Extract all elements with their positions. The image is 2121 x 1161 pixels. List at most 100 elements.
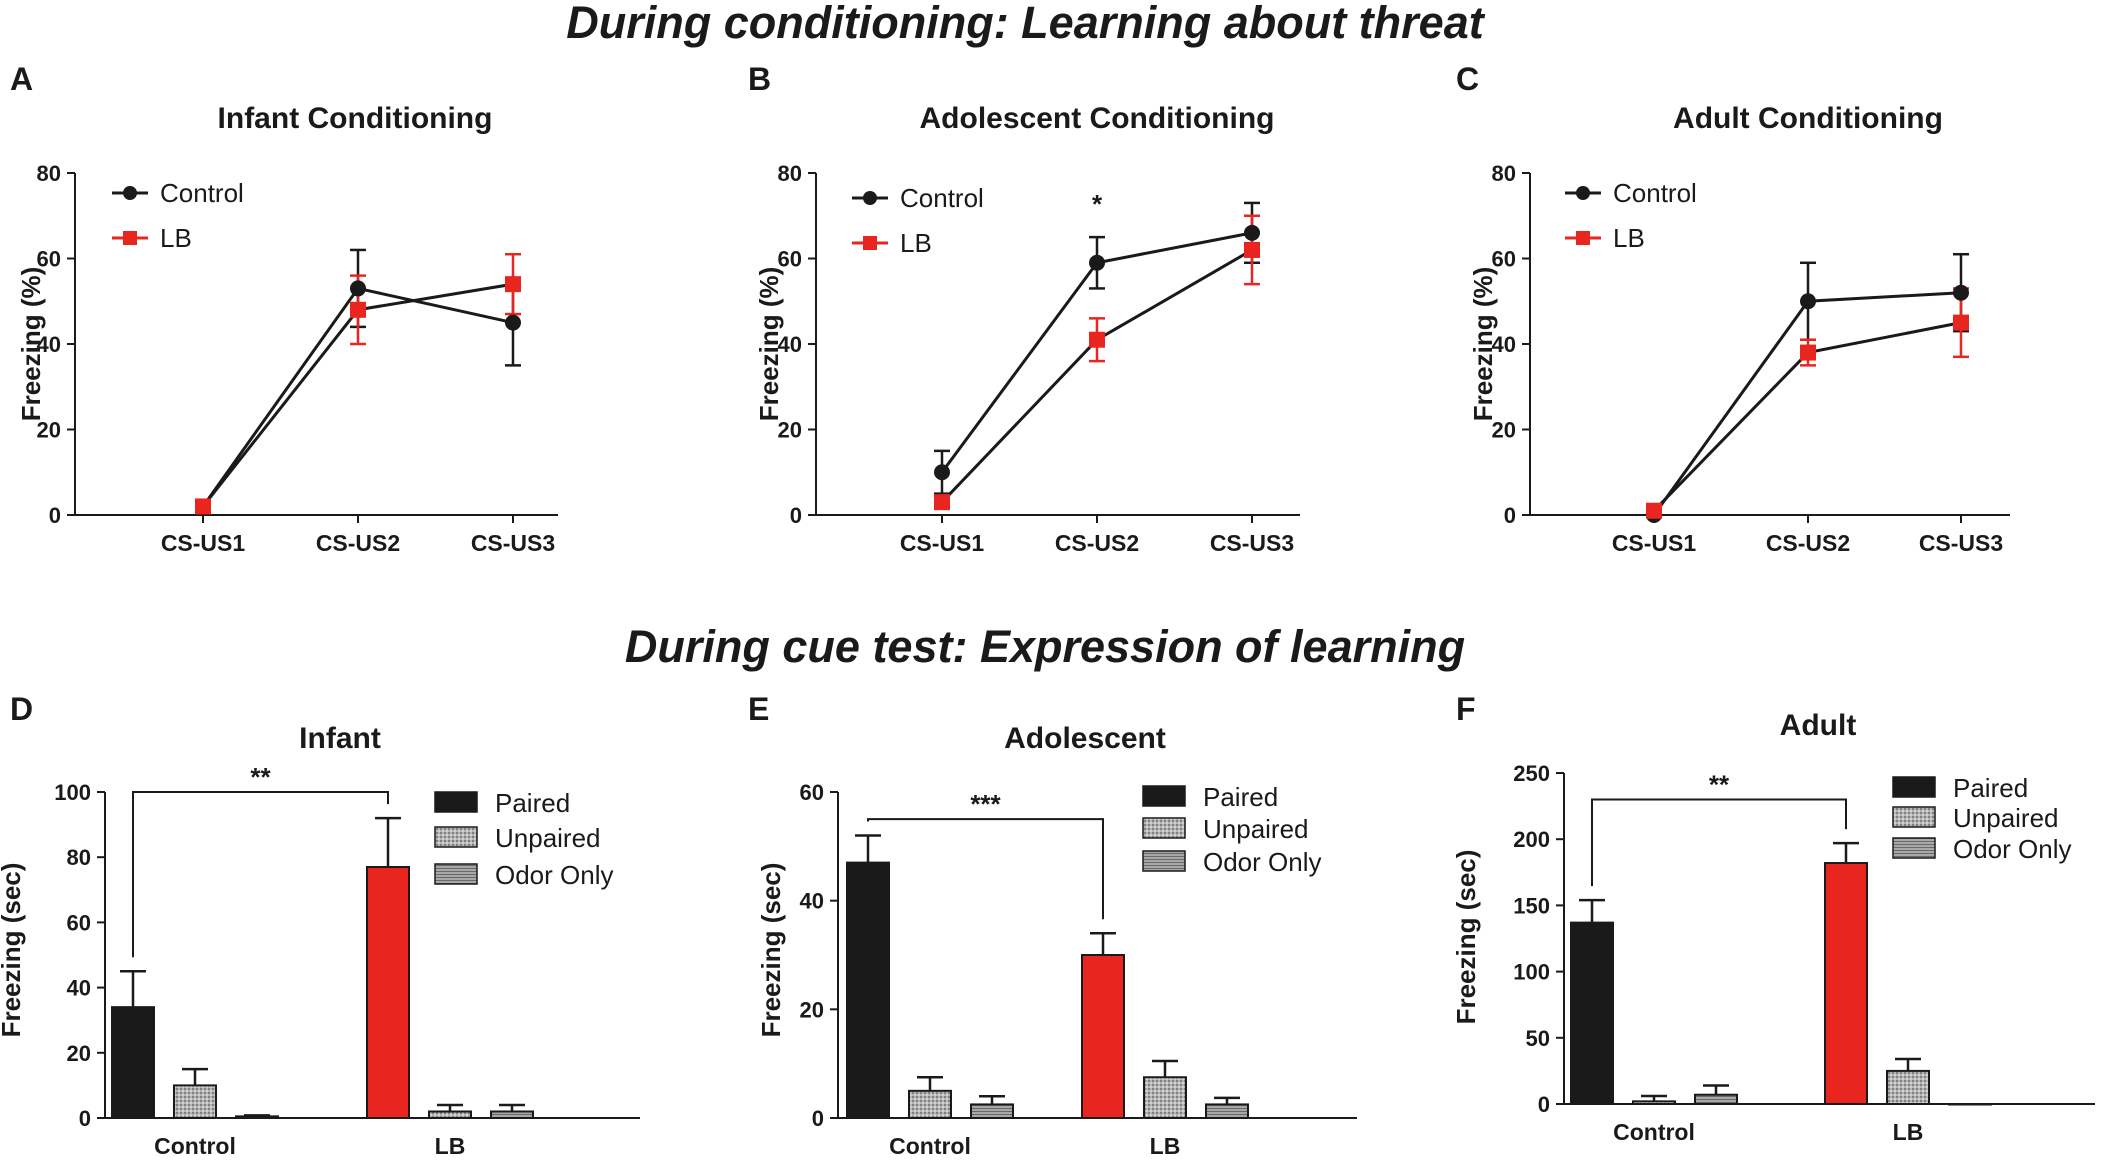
line-chart-B: 0 20 40 60 80 Freezing (%) B Adolescent Conditi… [748,61,1300,556]
legend-swatch-odor-only [1142,850,1186,872]
y-tick-label: 40 [37,332,61,357]
legend-label-control: Control [900,183,984,213]
panel-letter: A [10,61,33,97]
y-tick-label: 250 [1513,761,1550,786]
x-tick-label: LB [1150,1133,1181,1159]
data-point-lb [1646,502,1662,519]
data-point-lb [934,494,950,511]
y-tick-label: 40 [1492,332,1516,357]
legend-swatch-unpaired [1142,817,1186,839]
x-tick-label: CS-US1 [161,530,246,556]
data-point-lb [505,276,521,293]
legend-label-paired: Paired [495,788,570,818]
x-tick-label: CS-US1 [1612,530,1697,556]
y-tick-label: 200 [1513,827,1550,852]
x-tick-label: CS-US3 [1919,530,2003,556]
bar-odor-only-control [1694,1093,1738,1106]
x-tick-label: CS-US3 [471,530,555,556]
significance-marker: ** [1709,769,1730,799]
y-tick-label: 40 [778,332,802,357]
significance-bracket [1591,798,1847,887]
x-tick-label: Control [1613,1119,1695,1145]
y-tick-label: 0 [49,503,61,528]
y-tick-label: 100 [1513,960,1550,985]
y-tick-label: 0 [1538,1092,1550,1117]
panel-letter: E [748,691,769,727]
legend-label-lb: LB [900,228,932,258]
chart-title: Adolescent [1004,722,1166,755]
data-point-control [1800,293,1816,310]
bar-unpaired-lb [1886,1069,1930,1106]
bar-chart-F: 0 50 100 150 200 250 Freezing (sec) F Adult Contr… [1451,691,2095,1145]
bar-odor-only-control [235,1115,279,1119]
y-tick-label: 80 [778,161,802,186]
legend-label-unpaired: Unpaired [1953,803,2059,833]
y-tick-label: 20 [37,418,61,443]
y-axis-label: Freezing (sec) [756,863,786,1038]
legend-swatch-unpaired [434,826,478,848]
legend-swatch-paired [1892,776,1936,798]
panel-letter: C [1456,61,1479,97]
y-axis-label: Freezing (sec) [1451,850,1481,1025]
y-tick-label: 40 [67,976,91,1001]
x-tick-label: CS-US2 [1766,530,1850,556]
bar-odor-only-lb [1948,1103,1992,1106]
chart-title: Infant [299,722,381,755]
x-tick-label: Control [154,1133,236,1159]
y-tick-label: 60 [67,910,91,935]
data-point-lb [1089,331,1105,348]
x-tick-label: CS-US3 [1210,530,1294,556]
legend-marker-control [123,186,137,200]
y-tick-label: 20 [778,418,802,443]
bar-paired-lb [366,865,410,1119]
x-tick-label: LB [1893,1119,1924,1145]
bar-paired-control [111,1006,155,1119]
data-point-control [350,280,366,297]
data-point-control [505,314,521,331]
data-point-lb [195,498,211,515]
data-point-lb [1244,241,1260,258]
y-tick-label: 80 [37,161,61,186]
legend-label-lb: LB [1613,223,1645,253]
significance-bracket [132,791,389,958]
bar-paired-control [846,861,890,1120]
legend-swatch-odor-only [1892,837,1936,859]
y-tick-label: 20 [67,1041,91,1066]
legend-swatch-odor-only [434,863,478,885]
y-tick-label: 100 [54,780,91,805]
data-point-control [1089,254,1105,271]
chart-title: Adolescent Conditioning [920,102,1275,135]
legend-marker-control [863,191,877,205]
bar-unpaired-control [908,1089,952,1120]
y-tick-label: 80 [67,845,91,870]
data-point-control [1244,224,1260,241]
y-tick-label: 20 [800,997,824,1022]
legend-marker-lb [123,231,137,245]
y-axis-label: Freezing (%) [754,267,784,422]
legend-label-control: Control [160,178,244,208]
y-tick-label: 0 [790,503,802,528]
legend-label-unpaired: Unpaired [1203,814,1309,844]
y-tick-label: 150 [1513,893,1550,918]
y-tick-label: 80 [1492,161,1516,186]
y-tick-label: 60 [778,247,802,272]
legend-label-paired: Paired [1953,773,2028,803]
bar-chart-D: 0 20 40 60 80 100 Freezing (sec) D Infant Control… [0,691,640,1159]
bar-odor-only-control [970,1103,1014,1119]
charts-container: 0 20 40 60 80 Freezing (%) A Infant Conditionin… [0,61,2095,1159]
legend-marker-lb [863,236,877,250]
legend-swatch-unpaired [1892,806,1936,828]
x-tick-label: Control [889,1133,971,1159]
y-tick-label: 60 [1492,247,1516,272]
panel-letter: B [748,61,771,97]
data-point-lb [1800,344,1816,361]
panel-letter: D [10,691,33,727]
line-chart-A: 0 20 40 60 80 Freezing (%) A Infant Conditionin… [10,61,558,556]
data-point-lb [1953,314,1969,331]
chart-title: Infant Conditioning [218,102,493,135]
chart-title: Adult [1780,709,1857,742]
legend-marker-control [1576,186,1590,200]
significance-marker: * [1092,189,1103,219]
legend-label-odor-only: Odor Only [495,860,614,890]
